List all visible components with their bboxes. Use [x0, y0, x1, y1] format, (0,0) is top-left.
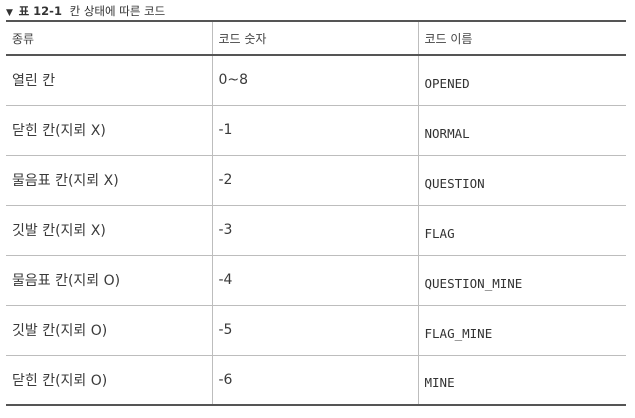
cell-code-number: -1	[211, 105, 418, 155]
cell-code-name: OPENED	[417, 55, 626, 105]
table-number: 표 12-1	[18, 4, 62, 18]
table-caption: ▼ 표 12-1 칸 상태에 따른 코드	[6, 3, 165, 19]
cell-code-number: -2	[211, 155, 418, 205]
cell-code-name: FLAG	[417, 205, 626, 255]
header-row: 종류 코드 숫자 코드 이름	[6, 21, 626, 55]
cell-code-name: QUESTION_MINE	[417, 255, 626, 305]
table-row: 깃발 칸(지뢰 X) -3 FLAG	[6, 205, 626, 255]
cell-code-name: FLAG_MINE	[417, 305, 626, 355]
table-row: 물음표 칸(지뢰 X) -2 QUESTION	[6, 155, 626, 205]
cell-kind: 열린 칸	[12, 73, 56, 90]
cell-code-number: -5	[211, 305, 418, 355]
cell-kind: 깃발 칸(지뢰 X)	[12, 223, 106, 239]
cell-kind: 물음표 칸(지뢰 X)	[12, 173, 119, 189]
cell-kind: 닫힌 칸(지뢰 O)	[12, 372, 108, 389]
cell-code-name: MINE	[417, 355, 626, 405]
cell-code-number: -4	[211, 255, 418, 305]
cell-code-number: -6	[211, 355, 418, 405]
cell-code-number: 0~8	[211, 55, 418, 105]
cell-code-number: -3	[211, 205, 418, 255]
cell-kind: 닫힌 칸(지뢰 X)	[12, 123, 106, 139]
cell-kind: 깃발 칸(지뢰 O)	[12, 323, 108, 339]
table-row: 닫힌 칸(지뢰 X) -1 NORMAL	[6, 105, 626, 155]
table-caption-text: 칸 상태에 따른 코드	[69, 4, 166, 18]
cell-state-code-table: 종류 코드 숫자 코드 이름 열린 칸 0~8 OPENED 닫힌 칸(지뢰 X…	[6, 20, 626, 406]
header-code-number: 코드 숫자	[211, 21, 418, 55]
cell-code-name: QUESTION	[417, 155, 626, 205]
cell-kind: 물음표 칸(지뢰 O)	[12, 273, 121, 289]
cell-code-name: NORMAL	[417, 105, 626, 155]
table-row: 열린 칸 0~8 OPENED	[6, 55, 626, 105]
triangle-down-icon: ▼	[6, 8, 13, 18]
table-row: 닫힌 칸(지뢰 O) -6 MINE	[6, 355, 626, 405]
table-row: 물음표 칸(지뢰 O) -4 QUESTION_MINE	[6, 255, 626, 305]
table-row: 깃발 칸(지뢰 O) -5 FLAG_MINE	[6, 305, 626, 355]
header-code-name: 코드 이름	[417, 21, 626, 55]
header-kind: 종류	[12, 31, 35, 46]
